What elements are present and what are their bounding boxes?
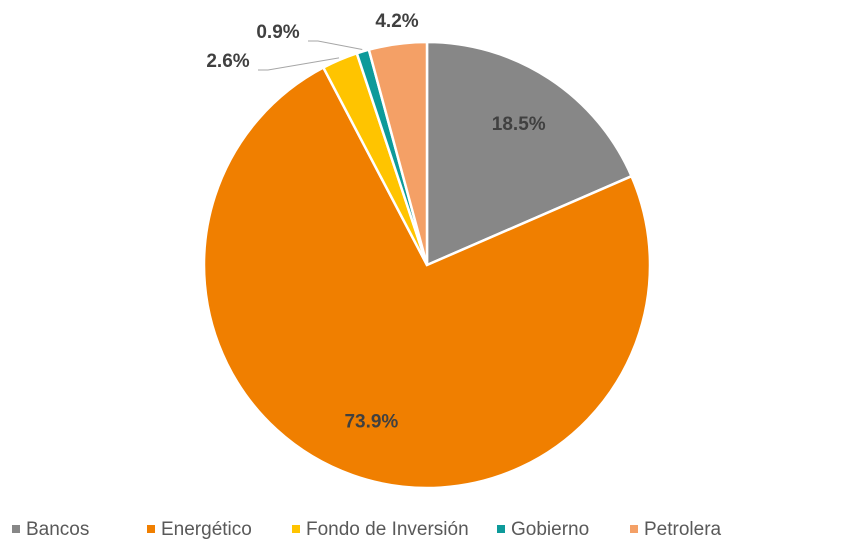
pie-slice [367,40,429,266]
value-label: 18.5% [492,114,546,135]
legend-swatch [12,525,20,533]
leader-line [308,40,363,51]
legend-label: Energético [161,519,252,539]
legend-swatch [147,525,155,533]
leader-line [258,57,340,71]
legend-label: Gobierno [511,519,589,539]
pie-slice [202,65,652,490]
legend-swatch [497,525,505,533]
legend-swatch [630,525,638,533]
legend-label: Petrolera [644,519,722,539]
legend-swatch [292,525,300,533]
pie-slice [425,40,634,267]
value-label: 4.2% [375,11,418,32]
value-label: 0.9% [256,22,299,43]
legend-label: Fondo de Inversión [306,519,469,539]
legend-label: Bancos [26,519,89,539]
value-label: 73.9% [344,412,398,433]
value-label: 2.6% [206,51,249,72]
